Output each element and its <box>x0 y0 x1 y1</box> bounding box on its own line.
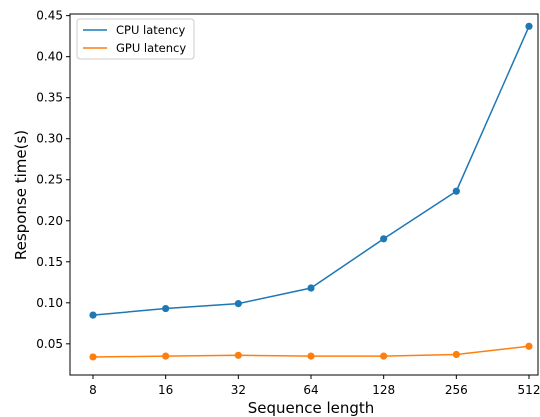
data-point-cpu <box>452 187 460 195</box>
legend: CPU latency GPU latency <box>76 18 195 60</box>
x-tick-label: 64 <box>303 383 318 397</box>
y-tick-label: 0.40 <box>36 50 63 64</box>
data-point-gpu <box>452 350 460 359</box>
y-tick-label: 0.30 <box>36 132 63 146</box>
x-tick-label: 32 <box>231 383 246 397</box>
x-tick-label: 256 <box>445 383 468 397</box>
y-axis-title: Response time(s) <box>12 130 30 260</box>
data-point-gpu <box>380 352 388 360</box>
x-tick-label: 8 <box>89 383 97 397</box>
data-point-cpu <box>234 300 242 308</box>
y-tick-label: 0.05 <box>36 337 63 351</box>
data-point-cpu <box>525 22 533 30</box>
plot-frame <box>69 13 539 376</box>
plot-area <box>89 22 533 361</box>
legend-label-gpu: GPU latency <box>116 41 186 55</box>
data-point-gpu <box>89 353 97 361</box>
data-point-gpu <box>234 351 242 359</box>
x-tick-label: 16 <box>158 383 173 397</box>
data-point-gpu <box>307 352 315 360</box>
y-tick-label: 0.20 <box>36 214 63 228</box>
y-tick-label: 0.15 <box>36 255 63 269</box>
data-point-cpu <box>380 235 388 243</box>
x-axis-title: Sequence length <box>248 399 375 417</box>
x-axis: 8 16 32 64 128 256 512 <box>89 375 540 397</box>
y-tick-label: 0.25 <box>36 173 63 187</box>
data-point-cpu <box>162 304 170 313</box>
y-tick-label: 0.45 <box>36 9 63 23</box>
x-tick-label: 128 <box>372 383 395 397</box>
y-axis: 0.05 0.10 0.15 0.20 0.25 0.30 0.35 0.40 0.45 <box>36 9 70 351</box>
x-tick-label: 512 <box>518 383 540 397</box>
data-point-gpu <box>525 342 533 350</box>
legend-label-cpu: CPU latency <box>116 23 185 37</box>
y-tick-label: 0.35 <box>36 91 63 105</box>
y-tick-label: 0.10 <box>36 296 63 310</box>
data-point-cpu <box>307 284 315 292</box>
data-point-cpu <box>89 311 97 319</box>
legend-box <box>76 18 195 60</box>
data-point-gpu <box>162 352 170 360</box>
